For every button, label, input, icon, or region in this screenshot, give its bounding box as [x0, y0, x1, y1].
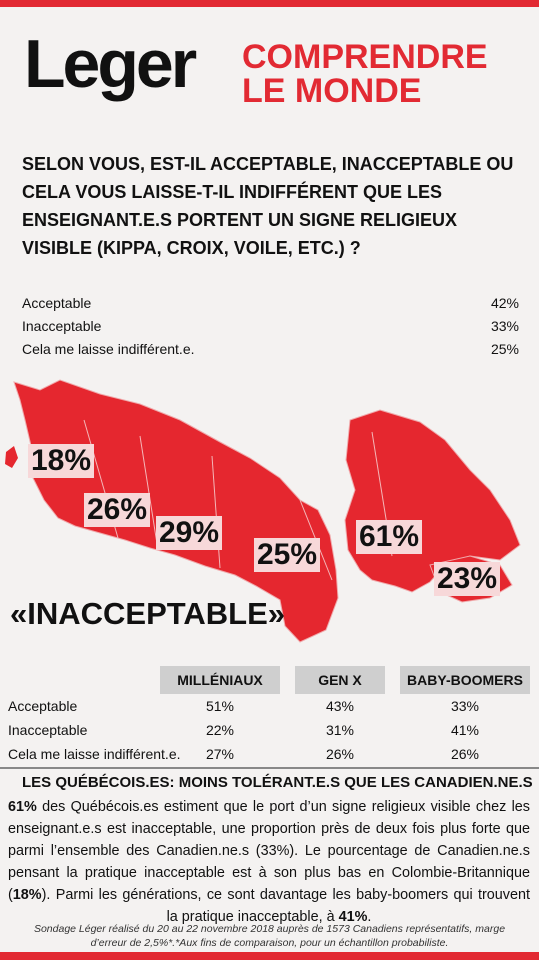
divider	[0, 767, 539, 769]
leger-logo: Leger	[24, 30, 197, 98]
survey-question: SELON VOUS, EST-IL ACCEPTABLE, INACCEPTA…	[22, 154, 514, 258]
tagline-line1: COMPRENDRE	[242, 38, 488, 76]
cell: 26%	[450, 746, 480, 762]
cell: 33%	[450, 698, 480, 714]
row-label: Cela me laisse indifférent.e.	[22, 341, 195, 357]
col-header-genx: GEN X	[295, 666, 385, 694]
map-label-atl: 23%	[434, 562, 501, 596]
cell: 22%	[205, 722, 235, 738]
summary-text: ). Parmi les générations, ce sont davant…	[41, 887, 530, 925]
table-row: Acceptable 42%	[22, 292, 519, 315]
table-row: Acceptable 51% 43% 33%	[0, 694, 539, 718]
map-west	[13, 379, 339, 643]
stat-bc: 18%	[12, 887, 42, 903]
map-label-prairies: 29%	[156, 516, 223, 550]
row-label: Acceptable	[22, 295, 92, 311]
map-label-ab: 26%	[84, 493, 151, 527]
summary-headline: LES QUÉBÉCOIS.ES: MOINS TOLÉRANT.E.S QUE…	[22, 774, 533, 791]
cell: 43%	[325, 698, 355, 714]
cell: 27%	[205, 746, 235, 762]
overall-results-table: Acceptable 42% Inacceptable 33% Cela me …	[22, 292, 519, 361]
table-row: Cela me laisse indifférent.e. 25%	[22, 338, 519, 361]
tagline-line2: LE MONDE	[242, 72, 422, 110]
map-label-on: 25%	[254, 538, 321, 572]
bottom-accent-bar	[0, 952, 539, 960]
cell: 41%	[450, 722, 480, 738]
table-row: Cela me laisse indifférent.e. 27% 26% 26…	[0, 742, 539, 766]
logo-text: Leger	[24, 26, 197, 102]
summary-text: .	[367, 909, 372, 925]
footnote: Sondage Léger réalisé du 20 au 22 novemb…	[33, 923, 506, 949]
map-title: «INACCEPTABLE»	[10, 596, 286, 631]
row-label: Cela me laisse indifférent.e.	[8, 746, 181, 762]
generation-table: Acceptable 51% 43% 33% Inacceptable 22% …	[0, 694, 539, 766]
row-label: Inacceptable	[22, 318, 102, 334]
tagline: COMPRENDRE LE MONDE	[242, 40, 488, 108]
table-row: Inacceptable 22% 31% 41%	[0, 718, 539, 742]
map-vancouver-island	[5, 446, 18, 468]
top-accent-bar	[0, 0, 539, 7]
stat-boomers: 41%	[338, 909, 368, 925]
summary-paragraph: 61% des Québécois.es estiment que le por…	[8, 796, 530, 928]
cell: 31%	[325, 722, 355, 738]
row-value: 42%	[490, 295, 519, 311]
cell: 51%	[205, 698, 235, 714]
row-value: 25%	[490, 341, 519, 357]
row-label: Inacceptable	[8, 722, 88, 738]
stat-quebec: 61%	[8, 799, 37, 815]
summary-text: des Québécois.es estiment que le port d’…	[8, 799, 530, 903]
cell: 26%	[325, 746, 355, 762]
row-label: Acceptable	[8, 698, 78, 714]
map-label-qc: 61%	[356, 520, 423, 554]
table-row: Inacceptable 33%	[22, 315, 519, 338]
map-label-bc: 18%	[28, 444, 95, 478]
col-header-milleniaux: MILLÉNIAUX	[160, 666, 280, 694]
row-value: 33%	[490, 318, 519, 334]
col-header-boomers: BABY-BOOMERS	[400, 666, 530, 694]
